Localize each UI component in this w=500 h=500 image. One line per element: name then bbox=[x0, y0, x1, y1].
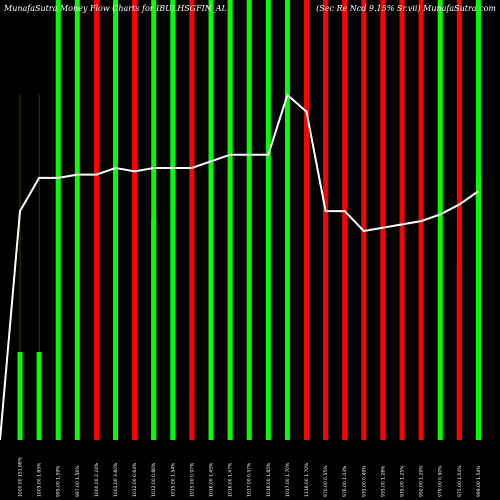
volume-bar bbox=[151, 220, 157, 440]
volume-bar bbox=[456, 264, 462, 440]
flow-bar bbox=[189, 0, 195, 440]
x-tick-label: 950.00 1.29% bbox=[419, 465, 425, 497]
flow-bar bbox=[456, 0, 462, 440]
chart-subtitle: (Sec Re Ncd 9.15% Sr.vii) MunafaSutra.co… bbox=[316, 4, 496, 13]
x-tick-label: 1012.00 0.64% bbox=[132, 462, 138, 497]
x-tick-label: 1001.00 3.60% bbox=[113, 462, 119, 497]
x-tick-label: 1016.00 1.47% bbox=[228, 462, 234, 497]
money-flow-line bbox=[0, 93, 479, 441]
x-tick-label: 1016.00 1.85% bbox=[266, 462, 272, 497]
chart-title: MunafaSutra Money Flow Charts for IBULHS… bbox=[3, 4, 227, 13]
flow-bar bbox=[265, 0, 271, 440]
flow-bar bbox=[132, 0, 138, 440]
flow-bar bbox=[93, 0, 99, 440]
x-tick-label: 1116.00 1.70% bbox=[304, 462, 310, 497]
flow-bar bbox=[170, 0, 176, 440]
flow-bar bbox=[246, 0, 252, 440]
x-tick-label: 995.00 1.59% bbox=[56, 465, 62, 497]
money-flow-line-group bbox=[0, 93, 479, 441]
flow-bar bbox=[55, 0, 61, 440]
flow-bar bbox=[304, 0, 309, 440]
x-tick-label: 1017.00 0.57% bbox=[247, 462, 253, 497]
x-tick-label: 935.00 1.26% bbox=[380, 465, 386, 497]
x-tick-label: 1017.00 1.70% bbox=[285, 462, 291, 497]
x-tick-label: 997.00 1.56% bbox=[75, 465, 81, 497]
flow-bar bbox=[113, 0, 118, 440]
flow-bar bbox=[361, 0, 367, 440]
x-tick-label: 979.00 0.90% bbox=[438, 465, 444, 497]
x-tick-label: 935.00 0.49% bbox=[361, 465, 367, 497]
bars bbox=[17, 0, 481, 440]
x-tick-label: 1000.00 151.68% bbox=[18, 456, 24, 497]
x-tick-label: 999.00 1.54% bbox=[476, 465, 482, 497]
x-tick-label: 1015.00 0.97% bbox=[189, 462, 195, 497]
flow-bar bbox=[437, 0, 443, 440]
x-tick-label: 1000.00 2.24% bbox=[94, 462, 100, 497]
volume-bar bbox=[399, 308, 405, 440]
flow-bar bbox=[227, 0, 233, 440]
x-tick-label: 970.00 0.55% bbox=[323, 465, 329, 497]
x-tick-label: 1015.00 1.54% bbox=[170, 462, 176, 497]
flow-bar bbox=[342, 0, 348, 440]
volume-bar bbox=[475, 176, 481, 440]
x-tick-label: 1012.00 0.66% bbox=[151, 462, 157, 497]
flow-bar bbox=[418, 0, 424, 440]
flow-bar bbox=[284, 0, 290, 440]
flow-bar bbox=[380, 0, 386, 440]
volume-bar bbox=[189, 396, 195, 440]
flow-bar bbox=[323, 0, 329, 440]
x-tick-label: 1005.00 1.65% bbox=[37, 462, 43, 497]
flow-bar bbox=[36, 352, 42, 440]
x-tick-label: 935.00 1.25% bbox=[400, 465, 406, 497]
x-tick-label: 1016.00 1.45% bbox=[209, 462, 215, 497]
x-tick-label: 976.00 1.03% bbox=[342, 465, 348, 497]
flow-bar bbox=[74, 0, 80, 440]
flow-bar bbox=[208, 0, 214, 440]
x-tick-label: 975.00 1.04% bbox=[457, 465, 463, 497]
x-tick-labels: 1000.00 151.68% 1005.00 1.65% 995.00 1.59%… bbox=[18, 456, 482, 497]
flow-bar bbox=[399, 0, 405, 440]
flow-bar bbox=[17, 352, 23, 440]
